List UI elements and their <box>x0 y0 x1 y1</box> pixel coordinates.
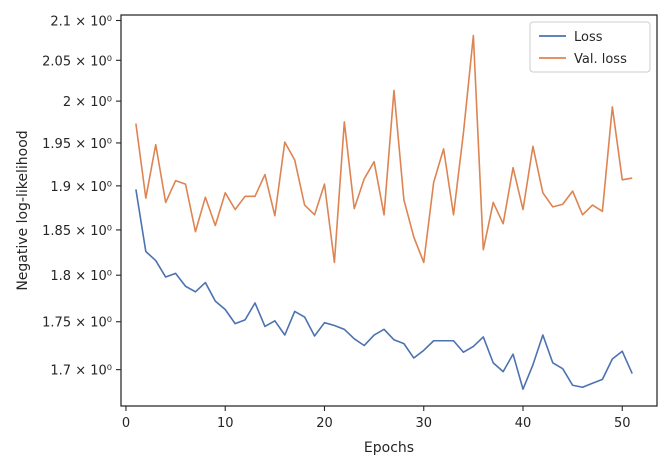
y-tick-label: 1.95 × 10⁰ <box>42 137 112 152</box>
legend-label: Val. loss <box>574 52 627 67</box>
x-tick-label: 40 <box>515 416 532 431</box>
y-tick-label: 2.05 × 10⁰ <box>42 54 112 69</box>
x-tick-label: 30 <box>415 416 432 431</box>
legend-label: Loss <box>574 30 603 45</box>
legend-box <box>529 21 651 73</box>
x-tick-label: 0 <box>122 416 130 431</box>
y-tick-label: 1.7 × 10⁰ <box>50 364 112 379</box>
x-axis-label: Epochs <box>364 440 414 456</box>
y-tick-label: 1.9 × 10⁰ <box>50 180 112 195</box>
y-tick-label: 2.1 × 10⁰ <box>50 14 112 29</box>
y-tick-label: 2 × 10⁰ <box>63 95 112 110</box>
x-axis-ticks: 0 10 20 30 40 50 <box>122 406 631 431</box>
series-line-val-loss <box>135 34 633 264</box>
series-layer <box>135 34 633 391</box>
y-tick-label: 1.75 × 10⁰ <box>42 316 112 331</box>
x-tick-label: 20 <box>316 416 333 431</box>
y-axis-label: Negative log-likelihood <box>15 130 31 290</box>
series-line-loss <box>135 189 633 391</box>
plot-frame <box>120 14 658 407</box>
x-tick-label: 10 <box>217 416 234 431</box>
y-axis-ticks: 1.7 × 10⁰ 1.75 × 10⁰ 1.8 × 10⁰ 1.85 × 10⁰ 1.… <box>42 14 121 379</box>
legend: Loss Val. loss <box>529 21 651 73</box>
x-tick-label: 50 <box>614 416 631 431</box>
y-tick-label: 1.85 × 10⁰ <box>42 224 112 239</box>
y-tick-label: 1.8 × 10⁰ <box>50 269 112 284</box>
